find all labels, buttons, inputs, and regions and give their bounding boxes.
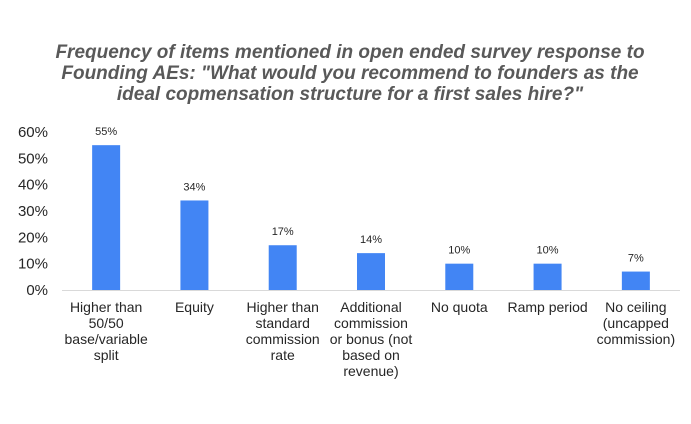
bar [92, 145, 121, 290]
category-label: Higher than standard commission rate [246, 299, 320, 363]
data-label: 10% [448, 245, 470, 257]
bar [621, 271, 650, 290]
y-tick-label: 20% [18, 229, 48, 246]
data-label: 34% [183, 181, 205, 193]
category-label: Ramp period [507, 299, 587, 315]
y-tick-label: 30% [18, 203, 48, 220]
y-tick-label: 40% [18, 177, 48, 194]
chart-title: Frequency of items mentioned in open end… [55, 42, 645, 105]
y-tick-label: 0% [26, 282, 48, 299]
bar [180, 200, 209, 290]
category-label: No quota [431, 299, 488, 315]
y-tick-label: 50% [18, 150, 48, 167]
bar [357, 253, 385, 290]
data-label: 7% [628, 253, 644, 265]
y-tick-label: 60% [18, 124, 48, 141]
bar [533, 263, 562, 290]
data-label: 17% [272, 226, 294, 238]
data-label: 14% [360, 234, 382, 246]
category-label: Equity [175, 299, 214, 315]
category-label: Higher than 50/50 base/variable split [65, 299, 148, 363]
bar [445, 263, 474, 290]
bar [268, 245, 297, 290]
category-label: No ceiling (uncapped commission) [597, 299, 676, 347]
y-tick-label: 10% [18, 256, 48, 273]
category-label: Additional commission or bonus (not based o… [330, 299, 413, 379]
data-label: 10% [537, 245, 559, 257]
data-label: 55% [95, 126, 117, 138]
